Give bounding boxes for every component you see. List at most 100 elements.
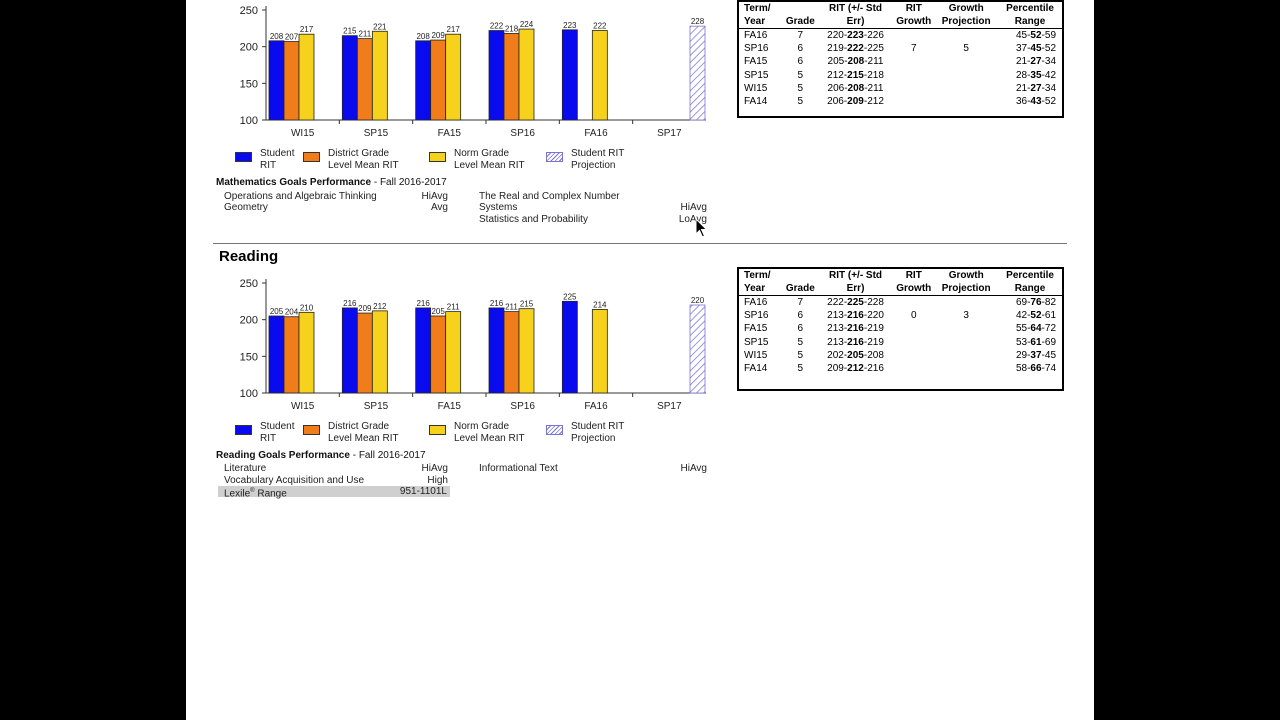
- cell-projection: [934, 82, 998, 95]
- cell-percentile: 69-76-82: [1015, 297, 1056, 308]
- bar-value-label: 205: [431, 307, 445, 316]
- x-tick-label: SP17: [657, 128, 682, 139]
- lexile-value: 951-1101L: [399, 486, 447, 497]
- y-tick-label: 250: [240, 278, 258, 290]
- cell-term: FA15: [744, 56, 768, 68]
- math-goal-level: HiAvg: [680, 202, 708, 213]
- table-row: FA14 5 206-209-212 36-43-52: [739, 95, 1062, 108]
- bar-student: [268, 315, 285, 394]
- cell-term: SP15: [744, 69, 769, 81]
- legend-swatch-projection: [546, 425, 563, 435]
- cell-projection: [934, 349, 998, 362]
- math-goal-level: Avg: [430, 202, 448, 213]
- bar-value-label: 215: [520, 300, 534, 309]
- bar-value-label: 210: [300, 303, 314, 312]
- cell-term: SP15: [744, 336, 769, 348]
- cell-grade: 7: [797, 30, 804, 41]
- cell-term: SP16: [744, 43, 769, 55]
- table-row: SP16 6 219-222-225 7 5 37-45-52: [739, 42, 1062, 55]
- bar-district: [283, 41, 300, 121]
- cell-projection: 3: [963, 310, 969, 322]
- table-row: FA16 7 222-225-228 69-76-82: [739, 296, 1062, 310]
- table-row: FA16 7 220-223-226 45-52-59: [739, 29, 1062, 43]
- math-goal-level: HiAvg: [421, 191, 449, 202]
- y-tick-label: 100: [240, 388, 258, 400]
- math-goals-title: Mathematics Goals Performance - Fall 201…: [216, 177, 447, 188]
- bar-norm: [518, 308, 535, 394]
- cell-term: FA16: [744, 297, 768, 308]
- bar-value-label: 223: [563, 21, 577, 30]
- bar-student: [561, 29, 578, 121]
- x-tick-label: WI15: [291, 401, 315, 412]
- bar-value-label: 212: [373, 302, 387, 311]
- table-row: SP16 6 213-216-220 0 3 42-52-61: [739, 309, 1062, 322]
- legend-swatch-student: [235, 425, 252, 435]
- bar-norm: [591, 309, 608, 394]
- cell-percentile: 37-45-52: [1015, 43, 1056, 55]
- cell-projection: [934, 95, 998, 108]
- cell-grade: 6: [797, 323, 804, 335]
- cell-growth: [893, 55, 934, 68]
- bar-value-label: 217: [300, 25, 314, 34]
- table-header-row: Term/ Year Grade RIT (+/- Std Err) RIT G…: [739, 2, 1062, 29]
- x-tick-label: FA16: [584, 401, 608, 412]
- cell-percentile: 29-37-45: [1015, 349, 1056, 361]
- cell-rit: 206-209-212: [827, 96, 884, 108]
- cell-term: FA14: [744, 363, 768, 375]
- bar-value-label: 209: [431, 31, 445, 40]
- y-tick-label: 150: [240, 351, 258, 363]
- cell-rit: 212-215-218: [827, 69, 884, 81]
- math-goal-name: Statistics and Probability: [479, 214, 588, 225]
- bar-value-label: 217: [446, 25, 460, 34]
- cell-projection: [934, 29, 998, 43]
- legend-label-norm: Norm Grade Level Mean RIT: [454, 421, 525, 444]
- bar-student: [561, 300, 578, 394]
- cell-grade: 6: [797, 310, 804, 322]
- report-page: 100 150 200 250 WI15 208 207 217 SP15 215 211 221 FA…: [186, 0, 1094, 720]
- bar-student: [341, 307, 358, 394]
- bar-district: [503, 33, 520, 121]
- bar-district: [283, 316, 300, 394]
- bar-value-label: 211: [505, 303, 518, 312]
- bar-value-label: 224: [520, 20, 534, 29]
- cell-term: FA16: [744, 30, 768, 41]
- bar-student: [415, 40, 432, 121]
- y-tick-label: 150: [240, 78, 258, 90]
- cell-growth: [893, 296, 934, 310]
- col-rit: RIT (+/- Std Err): [817, 2, 894, 29]
- col-projection: Growth Projection: [934, 269, 999, 296]
- bar-projection: [689, 304, 706, 394]
- col-percentile: Percentile Range: [998, 2, 1062, 29]
- cell-projection: [934, 336, 998, 349]
- cell-percentile: 28-35-42: [1015, 69, 1056, 81]
- x-tick-label: FA15: [438, 401, 462, 412]
- table-header-row: Term/ Year Grade RIT (+/- Std Err) RIT G…: [739, 269, 1062, 296]
- legend-label-district: District Grade Level Mean RIT: [328, 148, 399, 171]
- bar-value-label: 218: [505, 24, 519, 33]
- bar-value-label: 216: [343, 299, 357, 308]
- cell-rit: 202-205-208: [827, 349, 884, 361]
- section-divider: [213, 243, 1067, 244]
- bar-norm: [298, 33, 315, 121]
- cell-grade: 5: [797, 69, 804, 81]
- legend-swatch-norm: [429, 425, 446, 435]
- cell-growth: [893, 336, 934, 349]
- col-growth: RIT Growth: [893, 269, 935, 296]
- bar-value-label: 221: [373, 22, 387, 31]
- bar-value-label: 216: [416, 299, 430, 308]
- bar-district: [356, 312, 373, 394]
- cell-rit: 213-216-220: [827, 310, 884, 322]
- bar-projection: [689, 25, 706, 121]
- reading-goal-name: Informational Text: [479, 463, 558, 474]
- cell-projection: [934, 362, 998, 375]
- bar-norm: [371, 310, 388, 394]
- table-row: WI15 5 202-205-208 29-37-45: [739, 349, 1062, 362]
- table-row: FA15 6 213-216-219 55-64-72: [739, 322, 1062, 335]
- bar-value-label: 211: [447, 303, 460, 312]
- cell-projection: 5: [963, 43, 969, 55]
- bar-value-label: 225: [563, 292, 577, 301]
- reading-goal-level: High: [427, 475, 448, 486]
- bar-student: [341, 35, 358, 121]
- cell-term: FA15: [744, 323, 768, 335]
